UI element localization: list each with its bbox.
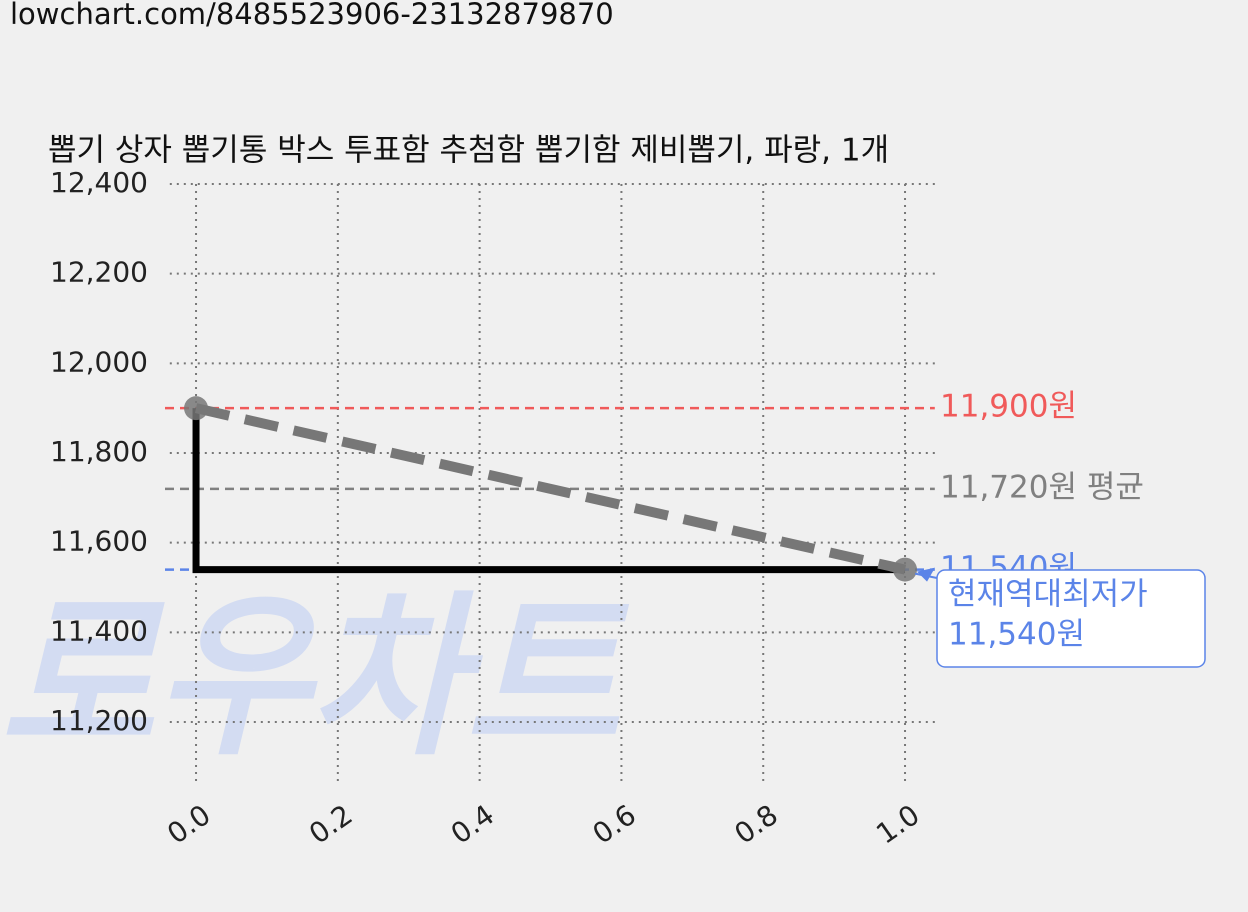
y-tick-label: 11,400: [50, 614, 148, 647]
annotation-box: [936, 569, 1206, 668]
y-tick-label: 11,800: [50, 435, 148, 468]
point: [893, 557, 918, 582]
y-tick-label: 12,400: [50, 166, 148, 199]
reference-label: 11,720원 평균: [940, 469, 1144, 505]
x-tick-label: 0.2: [303, 798, 358, 851]
y-tick-label: 11,600: [50, 525, 148, 558]
annotation-label: 11,540원: [948, 617, 1085, 653]
x-tick-label: 0.6: [587, 798, 642, 851]
y-tick-label: 11,200: [50, 704, 148, 737]
line: [192, 408, 906, 574]
chart-title: 뽑기 상자 뽑기통 박스 투표함 추첨함 뽑기함 제비뽑기, 파랑, 1개: [48, 133, 889, 169]
x-tick-label: 0.0: [161, 798, 216, 851]
point: [184, 396, 209, 421]
x-tick-label: 0.4: [445, 798, 500, 851]
url: lowchart.com/8485523906-23132879870: [10, 0, 614, 31]
y-tick-label: 12,000: [50, 345, 148, 378]
x-tick-label: 0.8: [728, 798, 783, 851]
watermark: 로우차트: [0, 577, 630, 780]
reference-label: 11,900원: [940, 389, 1077, 425]
annotation-arrowhead: [917, 567, 936, 582]
y-tick-label: 12,200: [50, 256, 148, 289]
x-tick-label: 1.0: [870, 798, 925, 851]
line: [194, 403, 907, 575]
annotation-title: 현재역대최저가: [948, 577, 1148, 613]
